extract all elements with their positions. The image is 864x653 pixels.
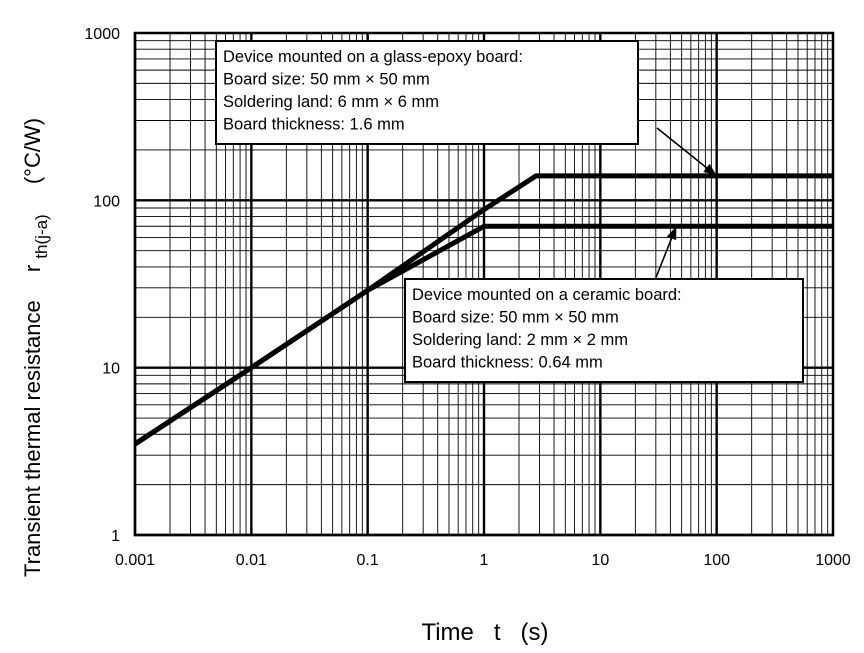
y-tick-labels: 1 10 100 1000 [84,26,120,545]
annotations: Device mounted on a glass-epoxy board: Bo… [215,40,804,383]
annotation-2: Device mounted on a ceramic board: Board … [404,226,804,383]
y-axis-unit: (°C/W) [20,118,45,184]
x-tick-label: 0.1 [357,552,379,569]
annotation-line: Device mounted on a ceramic board: [412,286,682,304]
annotation-line: Soldering land: 2 mm × 2 mm [412,331,628,349]
plot-frame [133,31,835,537]
series-line-2 [133,223,833,447]
annotation-leader-line [654,233,675,281]
annotation-box [404,278,804,383]
annotation-line: Soldering land: 6 mm × 6 mm [223,93,439,111]
y-tick-label: 1000 [84,26,120,43]
annotation-arrowhead [666,226,677,241]
y-tick-label: 100 [93,193,120,210]
x-tick-label: 100 [703,552,730,569]
x-tick-label: 0.001 [115,552,155,569]
annotation-arrowhead [703,163,717,176]
y-axis-label: Transient thermal resistance r th(j-a) (… [20,118,52,577]
x-axis-label: Time t (s) [421,619,548,646]
x-tick-label: 0.01 [236,552,267,569]
y-axis-label-main: Transient thermal resistance [20,300,45,577]
x-tick-label: 1 [480,552,489,569]
annotation-line: Board size: 50 mm × 50 mm [412,309,619,327]
y-tick-label: 10 [102,361,120,378]
annotation-leader-line [656,127,711,172]
annotation-line: Board thickness: 1.6 mm [223,116,405,134]
annotation-1: Device mounted on a glass-epoxy board: Bo… [215,40,717,176]
y-axis-subscript: th(j-a) [32,214,51,258]
x-tick-label: 1000 [815,552,851,569]
annotation-line: Board thickness: 0.64 mm [412,354,603,372]
annotation-line: Board size: 50 mm × 50 mm [223,71,430,89]
annotation-box [215,40,639,145]
x-tick-label: 10 [591,552,609,569]
series-lines [133,173,833,447]
y-axis-symbol: r [20,265,45,272]
annotation-line: Device mounted on a glass-epoxy board: [223,48,523,66]
x-tick-labels: 0.001 0.01 0.1 1 10 100 1000 [115,552,851,569]
y-tick-label: 1 [111,528,120,545]
